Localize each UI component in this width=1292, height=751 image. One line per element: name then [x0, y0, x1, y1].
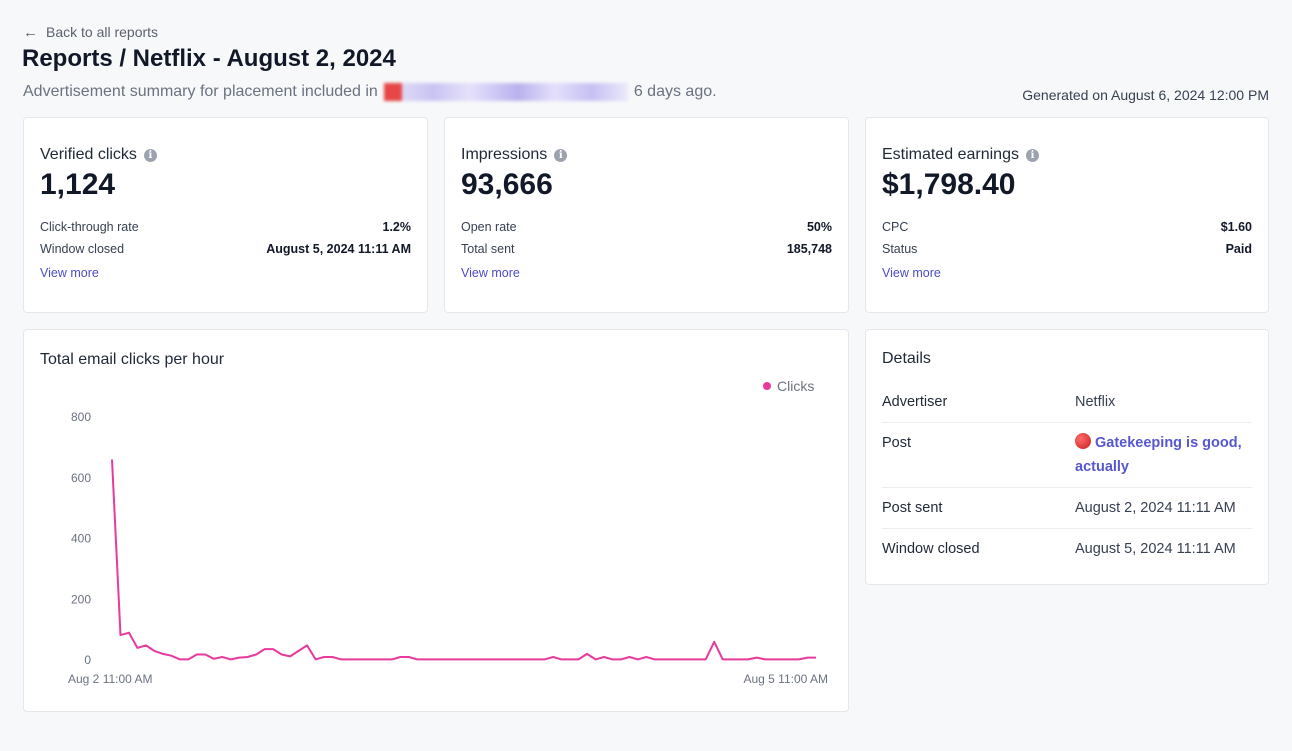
stat-row: CPC $1.60 [882, 220, 1252, 234]
view-more-link[interactable]: View more [461, 266, 520, 280]
view-more-link[interactable]: View more [882, 266, 941, 280]
series-line-clicks[interactable] [111, 459, 816, 661]
legend-marker [763, 382, 771, 390]
stat-label-text: Estimated earnings [882, 146, 1019, 163]
chart-title: Total email clicks per hour [40, 351, 225, 368]
legend-label[interactable]: Clicks [777, 378, 814, 394]
details-row-post-sent: Post sent August 2, 2024 11:11 AM [882, 488, 1252, 529]
clicks-chart-card: Total email clicks per hour 800 600 400 200… [23, 329, 849, 712]
stat-row-label: Total sent [461, 242, 515, 256]
info-icon[interactable]: i [554, 148, 568, 162]
clicks-line-chart: 800 600 400 200 0 Aug 2 11:00 AM Aug 5 11:00 A… [68, 378, 828, 686]
stat-row-label: Window closed [40, 242, 125, 256]
stat-row: Open rate 50% [461, 220, 832, 234]
info-icon[interactable]: i [1025, 148, 1039, 162]
subtitle-prefix: Advertisement summary for placement incl… [23, 83, 378, 100]
stat-row-value: $1.60 [1220, 220, 1252, 234]
post-link[interactable]: Gatekeeping is good, actually [1075, 435, 1242, 475]
arrow-left-icon: ← [23, 23, 38, 41]
stat-label: Impressions i [461, 146, 832, 164]
info-icon[interactable]: i [143, 148, 157, 162]
details-title: Details [882, 350, 931, 367]
details-card: Details Advertiser Netflix Post Gatekeep… [865, 329, 1269, 585]
stat-row-label: Open rate [461, 220, 517, 234]
stat-row-label: CPC [882, 220, 909, 234]
stat-card-estimated-earnings: Estimated earnings i $1,798.40 CPC $1.60… [865, 117, 1269, 313]
stat-row-label: Status [882, 242, 918, 256]
x-tick-label: Aug 5 11:00 AM [743, 672, 828, 686]
details-value: Gatekeeping is good, actually [1075, 431, 1252, 479]
details-row-window-closed: Window closed August 5, 2024 11:11 AM [882, 529, 1252, 569]
y-tick-label: 800 [71, 410, 91, 424]
stat-row: Status Paid [882, 242, 1252, 256]
page-title: Reports / Netflix - August 2, 2024 [22, 45, 396, 72]
stat-row-value: Paid [1225, 242, 1252, 256]
y-tick-label: 400 [71, 532, 91, 546]
y-tick-label: 0 [84, 653, 91, 667]
stat-label: Estimated earnings i [882, 146, 1252, 164]
stat-label: Verified clicks i [40, 146, 411, 164]
back-to-reports-link[interactable]: ← Back to all reports [23, 24, 158, 40]
stat-label-text: Verified clicks [40, 146, 137, 163]
subtitle-suffix: 6 days ago. [633, 83, 717, 100]
stat-row-value: 185,748 [786, 242, 832, 256]
stat-value: 93,666 [461, 168, 553, 201]
stat-row-label: Click-through rate [40, 220, 139, 234]
stat-row-value: 50% [806, 220, 832, 234]
red-circle-icon [1075, 433, 1091, 449]
back-link-label: Back to all reports [46, 24, 159, 40]
stat-value: $1,798.40 [882, 168, 1016, 201]
stat-row-value: August 5, 2024 11:11 AM [266, 242, 411, 256]
stat-value: 1,124 [40, 168, 116, 201]
stat-row: Click-through rate 1.2% [40, 220, 411, 234]
details-value: August 2, 2024 11:11 AM [1075, 500, 1236, 516]
stat-label-text: Impressions [461, 146, 548, 163]
view-more-link[interactable]: View more [40, 266, 99, 280]
x-tick-label: Aug 2 11:00 AM [68, 672, 153, 686]
details-label: Window closed [882, 541, 980, 557]
details-row-advertiser: Advertiser Netflix [882, 382, 1252, 423]
details-label: Advertiser [882, 394, 948, 410]
details-label: Post sent [882, 500, 943, 516]
stat-card-verified-clicks: Verified clicks i 1,124 Click-through ra… [23, 117, 428, 313]
stat-card-impressions: Impressions i 93,666 Open rate 50% Total… [444, 117, 849, 313]
details-value: August 5, 2024 11:11 AM [1075, 541, 1236, 557]
stat-row: Window closed August 5, 2024 11:11 AM [40, 242, 411, 256]
stat-row-value: 1.2% [382, 220, 412, 234]
y-tick-label: 200 [71, 592, 91, 606]
details-value: Netflix [1075, 394, 1116, 410]
stat-row: Total sent 185,748 [461, 242, 832, 256]
generated-timestamp: Generated on August 6, 2024 12:00 PM [1022, 87, 1269, 103]
details-label: Post [882, 435, 912, 451]
details-row-post: Post Gatekeeping is good, actually [882, 423, 1252, 488]
page-subtitle: Advertisement summary for placement incl… [23, 83, 717, 101]
redacted-publication-name [383, 83, 628, 101]
y-tick-label: 600 [71, 471, 91, 485]
